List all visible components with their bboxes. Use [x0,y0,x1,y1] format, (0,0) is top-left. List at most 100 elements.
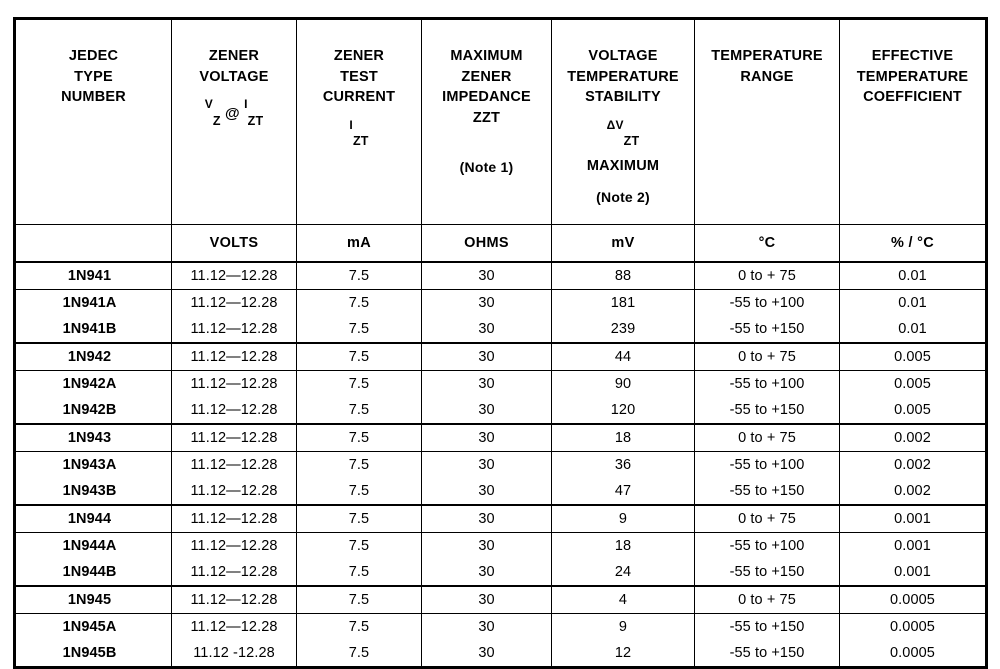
table-row: 1N943A 11.12—12.28 7.5 30 36 -55 to +100 0.002 [14,451,987,478]
cell-zener-voltage: 11.12—12.28 [171,316,297,343]
cell-zener-voltage: 11.12—12.28 [171,504,297,533]
note-reference-2: (Note 2) [596,188,650,205]
cell-temperature-coefficient: 0.001 [839,532,987,559]
cell-jedec-type-number: 1N941 [14,261,172,290]
symbol-delta-v: ΔV [606,117,624,132]
zener-specifications-table: JEDEC TYPE NUMBER ZENER VOLTAGE VZ @ IZT… [13,17,988,669]
cell-zener-impedance: 30 [421,342,552,371]
table-units-row: VOLTS mA OHMS mV °C % / °C [14,224,987,263]
cell-voltage-stability: 24 [551,559,695,586]
cell-temperature-coefficient: 0.005 [839,370,987,397]
symbol-zt-subscript: ZT [623,134,640,149]
header-line: CURRENT [322,89,396,106]
table-row: 1N942 11.12—12.28 7.5 30 44 0 to + 75 0.005 [14,342,987,371]
cell-zener-impedance: 30 [421,451,552,478]
table-row: 1N943 11.12—12.28 7.5 30 18 0 to + 75 0.002 [14,423,987,452]
table-row: 1N944B 11.12—12.28 7.5 30 24 -55 to +150 0.001 [14,559,987,586]
cell-voltage-stability: 12 [551,640,695,668]
cell-jedec-type-number: 1N942 [14,342,172,371]
symbol-i-subscript: ZT [247,113,264,128]
cell-temperature-range: -55 to +150 [694,559,840,586]
cell-zener-impedance: 30 [421,640,552,668]
units-cell-mv: mV [551,224,695,263]
cell-zener-test-current: 7.5 [296,423,422,452]
units-cell-percent-per-degc: % / °C [839,224,987,263]
cell-temperature-range: 0 to + 75 [694,261,840,290]
cell-zener-voltage: 11.12—12.28 [171,559,297,586]
column-header-voltage-temperature-stability: VOLTAGE TEMPERATURE STABILITY ΔV ZT MAXIM… [551,18,695,225]
cell-voltage-stability: 239 [551,316,695,343]
cell-zener-test-current: 7.5 [296,342,422,371]
cell-zener-test-current: 7.5 [296,559,422,586]
cell-zener-impedance: 30 [421,559,552,586]
column-header-maximum-zener-impedance: MAXIMUM ZENER IMPEDANCE ZZT (Note 1) [421,18,552,225]
cell-zener-impedance: 30 [421,504,552,533]
header-line: TEST [340,68,378,85]
cell-temperature-coefficient: 0.002 [839,423,987,452]
symbol-v-subscript: Z [212,113,221,128]
cell-temperature-coefficient: 0.002 [839,451,987,478]
header-line: JEDEC [68,48,119,64]
cell-zener-impedance: 30 [421,532,552,559]
column-header-effective-temperature-coefficient: EFFECTIVE TEMPERATURE COEFFICIENT [839,18,987,225]
cell-jedec-type-number: 1N944A [14,532,172,559]
cell-voltage-stability: 88 [551,261,695,290]
header-line: VOLTAGE [199,68,269,85]
units-cell-ohms: OHMS [421,224,552,263]
cell-zener-test-current: 7.5 [296,451,422,478]
symbol-i: I [349,117,353,132]
units-cell-blank [14,224,172,263]
header-line: RANGE [740,68,794,85]
table-row: 1N941B 11.12—12.28 7.5 30 239 -55 to +150 0.01 [14,316,987,343]
header-line: TEMPERATURE [567,68,679,85]
cell-voltage-stability: 9 [551,504,695,533]
cell-temperature-coefficient: 0.0005 [839,640,987,668]
table-row: 1N943B 11.12—12.28 7.5 30 47 -55 to +150 0.002 [14,478,987,505]
cell-zener-impedance: 30 [421,397,552,424]
cell-jedec-type-number: 1N941B [14,316,172,343]
cell-zener-test-current: 7.5 [296,478,422,505]
cell-jedec-type-number: 1N942A [14,370,172,397]
cell-zener-voltage: 11.12—12.28 [171,397,297,424]
column-header-zener-voltage: ZENER VOLTAGE VZ @ IZT [171,18,297,225]
symbol-izt: I ZT [297,117,421,149]
cell-temperature-range: -55 to +100 [694,532,840,559]
cell-temperature-range: -55 to +100 [694,451,840,478]
cell-temperature-coefficient: 0.001 [839,504,987,533]
datasheet-page: JEDEC TYPE NUMBER ZENER VOLTAGE VZ @ IZT… [13,17,988,669]
cell-zener-test-current: 7.5 [296,613,422,640]
cell-zener-voltage: 11.12—12.28 [171,613,297,640]
cell-jedec-type-number: 1N945 [14,585,172,614]
cell-jedec-type-number: 1N943 [14,423,172,452]
cell-jedec-type-number: 1N944 [14,504,172,533]
cell-zener-impedance: 30 [421,289,552,316]
cell-zener-impedance: 30 [421,423,552,452]
cell-temperature-range: -55 to +150 [694,613,840,640]
cell-temperature-range: 0 to + 75 [694,423,840,452]
header-line: EFFECTIVE [871,48,954,64]
cell-voltage-stability: 9 [551,613,695,640]
note-reference-1: (Note 1) [459,159,514,176]
header-line: MAXIMUM [586,158,660,175]
units-cell-volts: VOLTS [171,224,297,263]
header-line: ZENER [333,48,385,64]
cell-temperature-range: 0 to + 75 [694,342,840,371]
cell-temperature-coefficient: 0.001 [839,559,987,586]
cell-voltage-stability: 4 [551,585,695,614]
cell-temperature-coefficient: 0.002 [839,478,987,505]
header-line: COEFFICIENT [863,89,962,106]
header-line: MAXIMUM [450,48,523,64]
header-line: IMPEDANCE [442,89,531,106]
cell-temperature-range: 0 to + 75 [694,585,840,614]
cell-temperature-coefficient: 0.005 [839,342,987,371]
cell-zener-impedance: 30 [421,613,552,640]
cell-zener-test-current: 7.5 [296,289,422,316]
table-row: 1N941 11.12—12.28 7.5 30 88 0 to + 75 0.01 [14,261,987,290]
cell-voltage-stability: 47 [551,478,695,505]
column-header-temperature-range: TEMPERATURE RANGE [694,18,840,225]
cell-voltage-stability: 120 [551,397,695,424]
header-line: ZENER [208,48,260,64]
cell-jedec-type-number: 1N942B [14,397,172,424]
cell-jedec-type-number: 1N941A [14,289,172,316]
cell-temperature-range: -55 to +150 [694,640,840,668]
